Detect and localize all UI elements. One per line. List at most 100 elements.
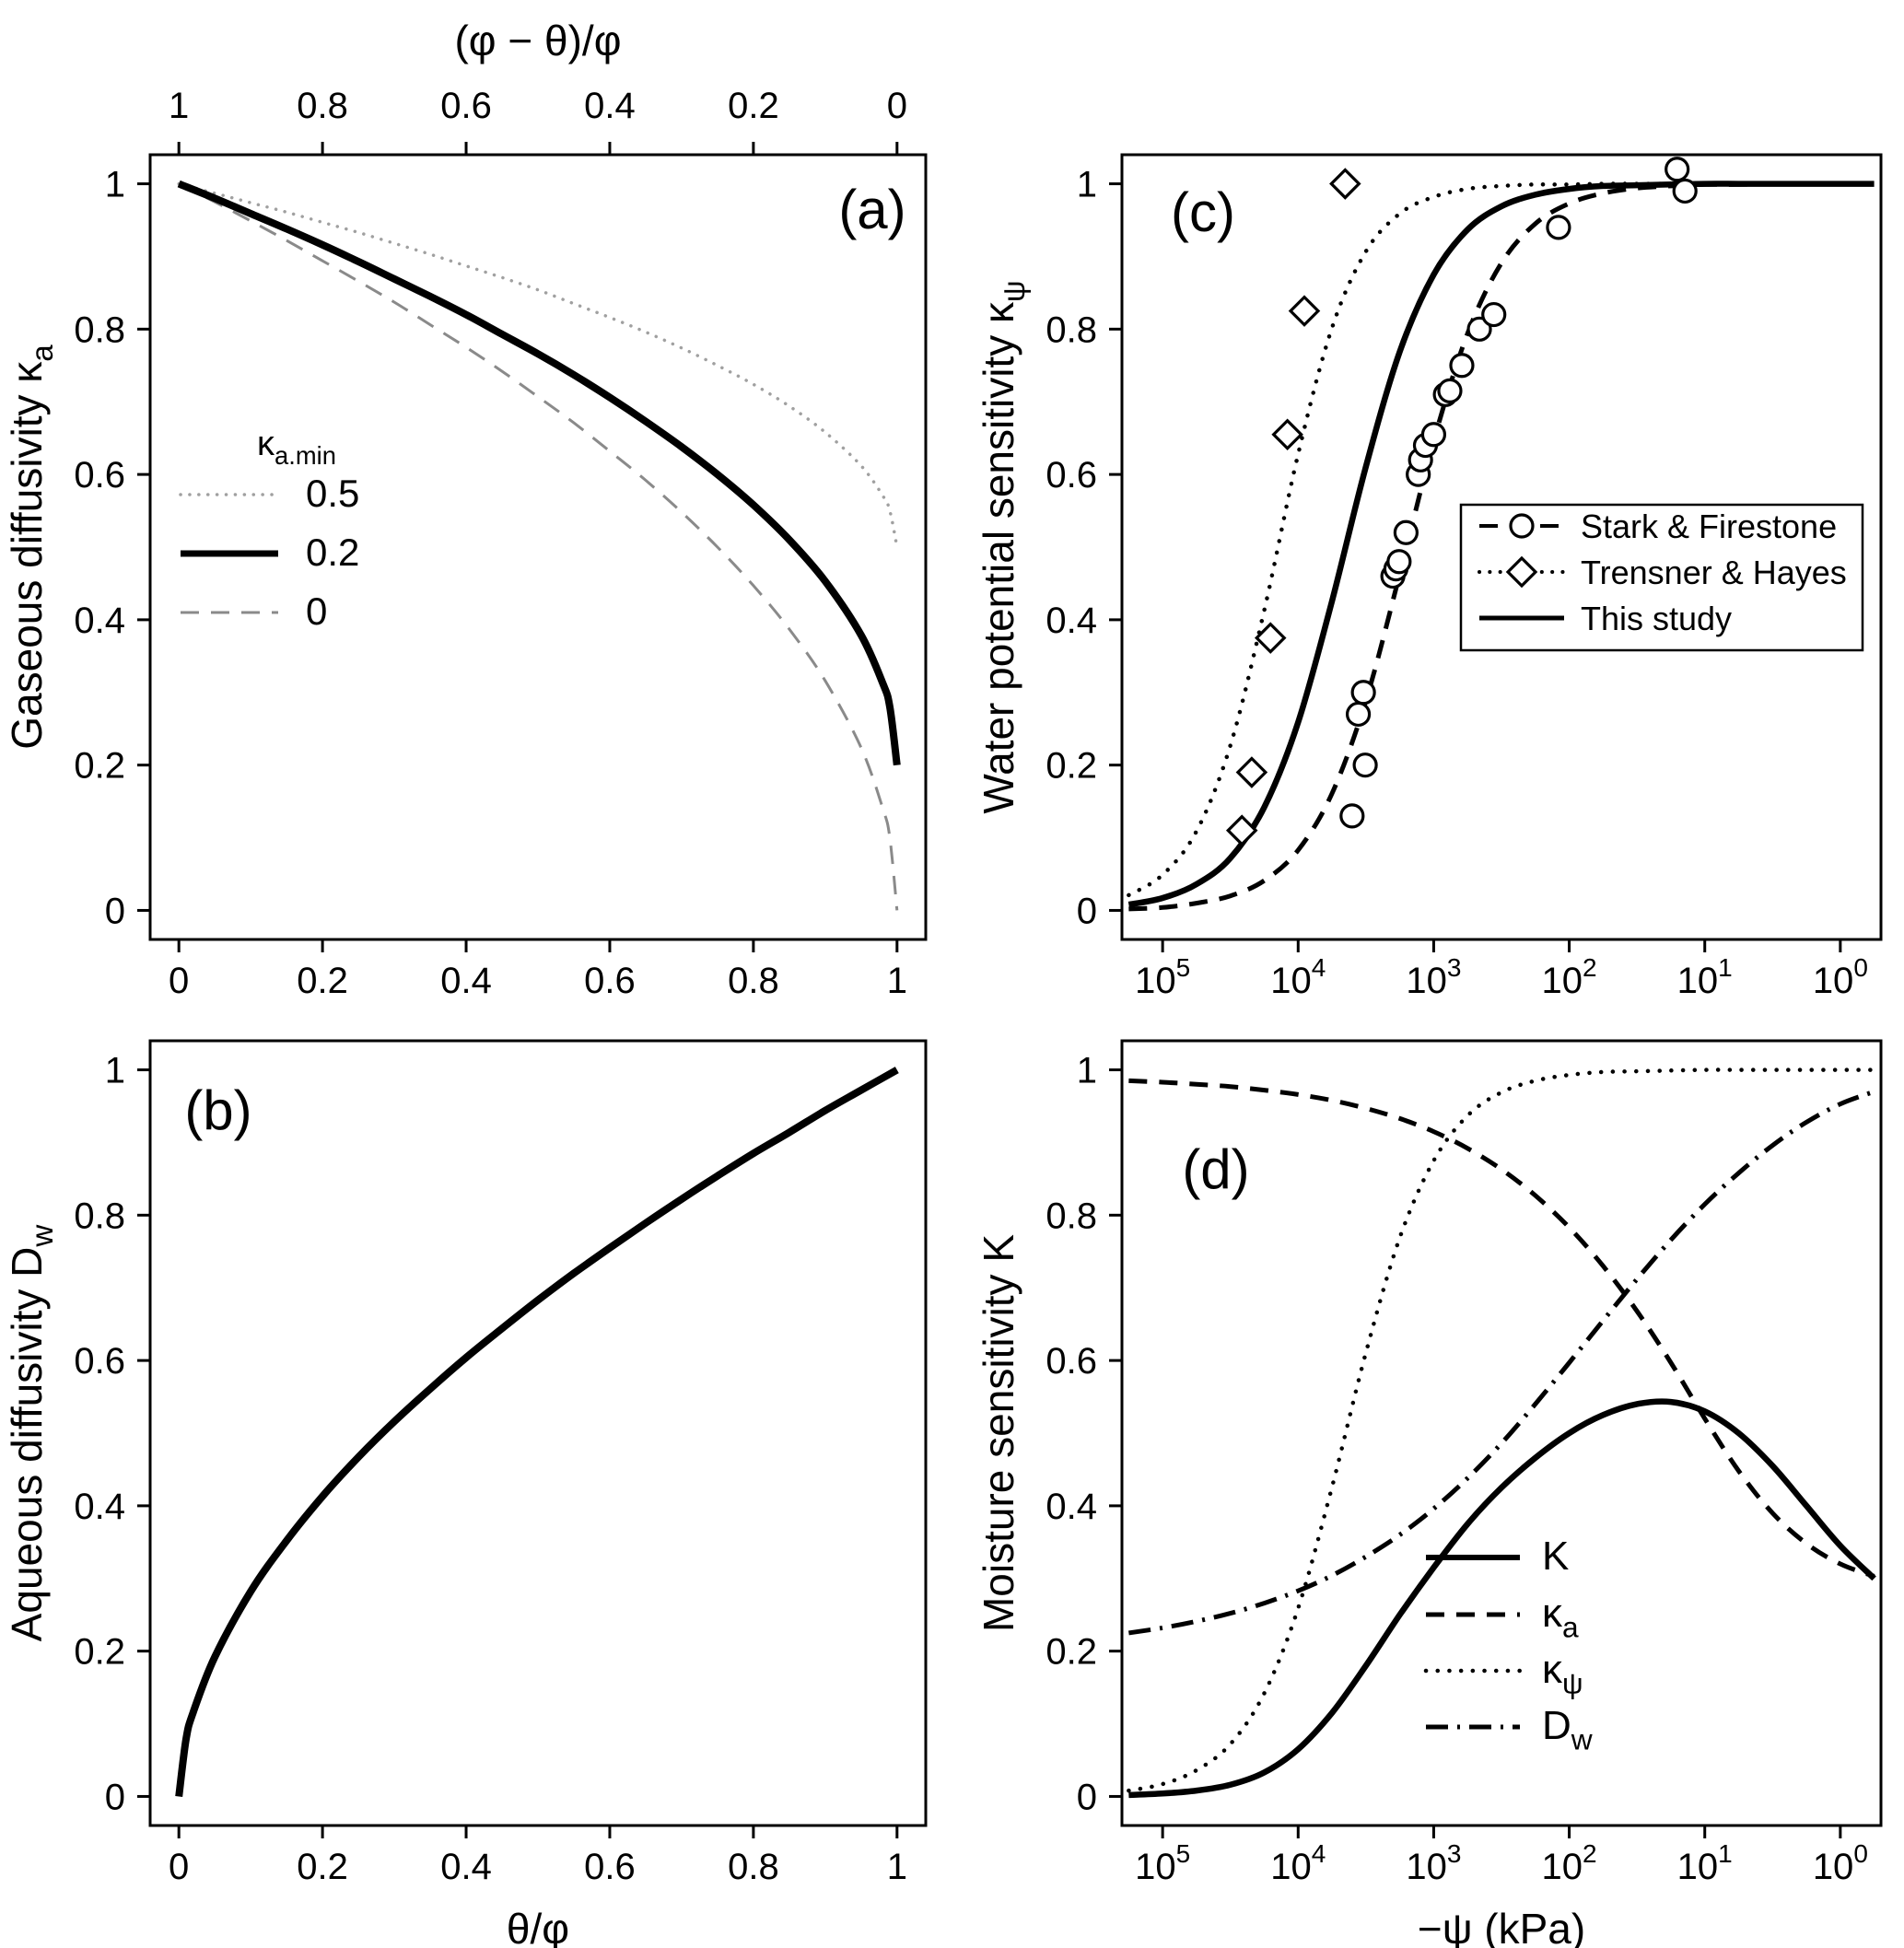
legend-item-label: K bbox=[1542, 1534, 1569, 1579]
obs-stark-firestone-marker-circle bbox=[1386, 549, 1412, 575]
y-tick-label: 0.6 bbox=[74, 455, 125, 496]
top-tick-label: 0.8 bbox=[297, 86, 348, 126]
obs-stark-firestone-marker-circle bbox=[1437, 378, 1463, 403]
series-fit-trensner-hayes bbox=[1127, 181, 1876, 898]
legend-item-label: Dw bbox=[1542, 1703, 1593, 1756]
x-tick-label: 103 bbox=[1406, 953, 1461, 1001]
x-tick-label: 100 bbox=[1813, 1839, 1868, 1887]
y-tick-label: 0 bbox=[1077, 1777, 1097, 1817]
x-tick-label: 101 bbox=[1677, 1839, 1733, 1887]
x-tick-label: 0.2 bbox=[297, 1847, 348, 1887]
obs-trensner-hayes-marker-diamond bbox=[1288, 295, 1321, 327]
y-tick-label: 0.8 bbox=[74, 309, 125, 350]
top-tick-label: 0 bbox=[887, 86, 907, 126]
x-tick-label: 105 bbox=[1135, 1839, 1190, 1887]
y-axis-label-a: Gaseous diffusivity κa bbox=[3, 344, 60, 750]
x-tick-label: 1 bbox=[887, 961, 907, 1001]
series-kappa-a-min-0.2 bbox=[177, 180, 901, 766]
obs-stark-firestone-marker-circle bbox=[1546, 215, 1571, 240]
top-axis-label: (φ − θ)/φ bbox=[454, 17, 621, 64]
scatter-obs-stark-firestone bbox=[1339, 157, 1698, 829]
obs-stark-firestone-marker-circle bbox=[1449, 353, 1475, 379]
obs-trensner-hayes-marker-diamond bbox=[1329, 168, 1361, 200]
legend-item-label: 0.5 bbox=[306, 472, 359, 515]
x-tick-label: 0 bbox=[169, 1847, 189, 1887]
x-axis-label-d: −ψ (kPa) bbox=[1418, 1905, 1585, 1948]
obs-trensner-hayes-marker-diamond bbox=[1235, 756, 1268, 788]
panel-letter-b: (b) bbox=[184, 1079, 251, 1141]
panel-d: 105 104 103 102 101 100 0 0.2 0.4 0.6 0.8 1 −ψ (kPa)… bbox=[975, 1039, 1883, 1948]
top-tick-label: 1 bbox=[169, 86, 189, 126]
series-kappa-a bbox=[1128, 1078, 1875, 1579]
y-tick-label: 0.2 bbox=[74, 746, 125, 787]
x-tick-label: 0.4 bbox=[440, 961, 492, 1001]
y-tick-label: 1 bbox=[105, 165, 125, 205]
y-tick-label: 1 bbox=[1077, 165, 1097, 205]
series-d-w bbox=[1127, 1089, 1875, 1636]
series-fit-this-study bbox=[1127, 181, 1875, 908]
x-tick-label: 0.8 bbox=[728, 961, 779, 1001]
y-tick-label: 0.4 bbox=[1045, 601, 1097, 641]
plot-frame-b bbox=[148, 1039, 928, 1827]
legend-marker-diamond bbox=[1505, 555, 1538, 589]
x-tick-label: 0.6 bbox=[584, 1847, 636, 1887]
series-kappa-a-min-0 bbox=[178, 182, 899, 911]
panel-letter-d: (d) bbox=[1182, 1138, 1249, 1200]
x-tick-label: 104 bbox=[1270, 953, 1326, 1001]
y-tick-label: 0 bbox=[105, 1777, 125, 1817]
x-tick-label: 102 bbox=[1542, 953, 1597, 1001]
legend-marker-circle bbox=[1509, 513, 1535, 539]
obs-stark-firestone-marker-circle bbox=[1393, 519, 1419, 545]
y-tick-label: 0.8 bbox=[1045, 309, 1097, 350]
top-tick-label: 0.6 bbox=[440, 86, 492, 126]
top-tick-label: 0.2 bbox=[728, 86, 779, 126]
obs-stark-firestone-marker-circle bbox=[1466, 316, 1492, 342]
legend-title: κa.min bbox=[257, 425, 336, 470]
x-tick-label: 101 bbox=[1677, 953, 1733, 1001]
y-tick-label: 0 bbox=[1077, 891, 1097, 931]
panel-a: 0 0.2 0.4 0.6 0.8 1 1 0.8 0.6 0.4 0.2 0 (φ − θ)/φ 0 0.… bbox=[3, 17, 928, 1001]
obs-stark-firestone-marker-circle bbox=[1345, 701, 1372, 728]
plot-frame-d bbox=[1120, 1039, 1883, 1827]
y-tick-label: 0.4 bbox=[74, 1487, 125, 1527]
obs-stark-firestone-marker-circle bbox=[1672, 178, 1698, 204]
legend-item-label: 0.2 bbox=[306, 531, 359, 574]
legend-item-label: 0 bbox=[306, 589, 327, 633]
y-tick-label: 0.6 bbox=[74, 1341, 125, 1382]
obs-trensner-hayes-marker-diamond bbox=[1225, 814, 1258, 846]
y-axis-label-c: Water potential sensitivity κψ bbox=[975, 280, 1032, 813]
y-tick-label: 0.8 bbox=[1045, 1196, 1097, 1236]
plot-frame-a bbox=[148, 153, 928, 941]
top-tick-label: 0.4 bbox=[584, 86, 636, 126]
x-tick-label: 105 bbox=[1135, 953, 1190, 1001]
y-tick-label: 0 bbox=[105, 891, 125, 931]
obs-stark-firestone-marker-circle bbox=[1352, 752, 1378, 778]
obs-stark-firestone-marker-circle bbox=[1665, 157, 1690, 182]
obs-stark-firestone-marker-circle bbox=[1420, 422, 1447, 448]
y-axis-label-d: Moisture sensitivity K bbox=[975, 1234, 1022, 1632]
obs-stark-firestone-marker-circle bbox=[1339, 803, 1365, 829]
y-tick-label: 0.6 bbox=[1045, 1341, 1097, 1382]
y-tick-label: 0.2 bbox=[74, 1632, 125, 1673]
y-axis-label-b: Aqueous diffusivity Dw bbox=[3, 1225, 60, 1642]
x-tick-label: 104 bbox=[1270, 1839, 1326, 1887]
x-tick-label: 0.8 bbox=[728, 1847, 779, 1887]
series-aqueous-diffusivity bbox=[175, 1067, 899, 1797]
y-tick-label: 0.2 bbox=[1045, 1632, 1097, 1673]
obs-stark-firestone-marker-circle bbox=[1350, 680, 1376, 706]
series-kappa-a-min-0.5 bbox=[177, 181, 899, 549]
y-tick-label: 0.4 bbox=[74, 601, 125, 641]
x-tick-label: 103 bbox=[1406, 1839, 1461, 1887]
series-moisture-sensitivity-k bbox=[1128, 1398, 1876, 1799]
panel-letter-c: (c) bbox=[1171, 181, 1235, 243]
scatter-obs-trensner-hayes bbox=[1225, 168, 1361, 846]
x-tick-label: 0 bbox=[169, 961, 189, 1001]
legend-item-label: κψ bbox=[1542, 1647, 1583, 1699]
x-tick-label: 1 bbox=[887, 1847, 907, 1887]
panel-letter-a: (a) bbox=[838, 179, 905, 240]
x-tick-label: 0.4 bbox=[440, 1847, 492, 1887]
